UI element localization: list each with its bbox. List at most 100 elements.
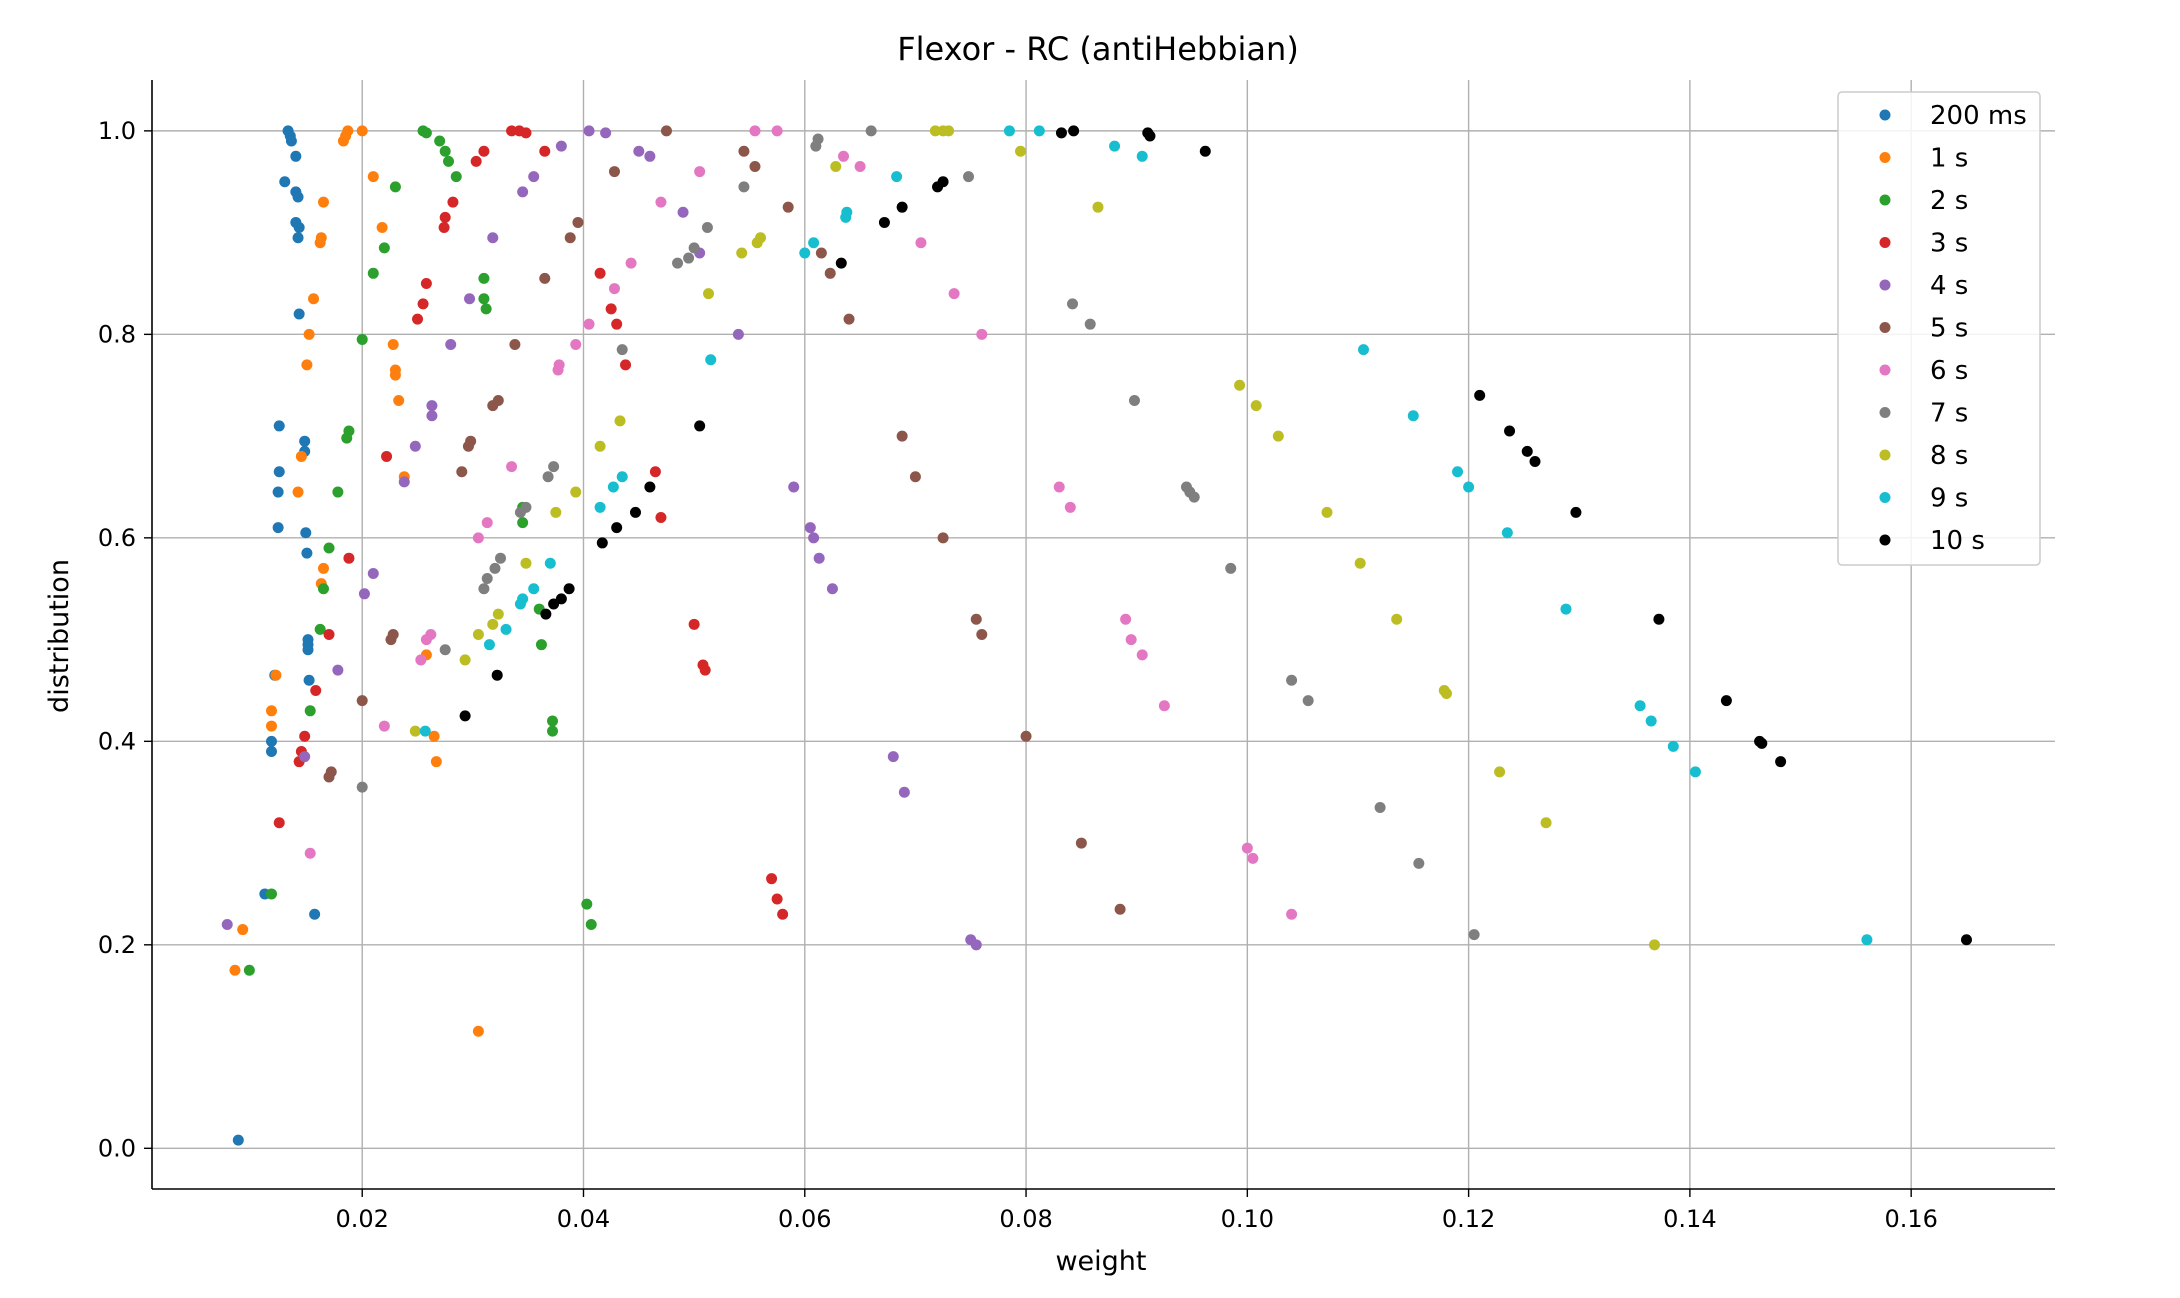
data-point <box>878 216 890 228</box>
data-point <box>1136 649 1148 661</box>
data-point <box>1321 506 1333 518</box>
data-point <box>1689 766 1701 778</box>
series-7 <box>356 125 1480 941</box>
data-point <box>317 562 329 574</box>
data-point <box>272 486 284 498</box>
data-point <box>517 517 529 529</box>
data-point <box>550 506 562 518</box>
data-point <box>611 318 623 330</box>
data-point <box>483 639 495 651</box>
data-point <box>273 466 285 478</box>
data-point <box>426 410 438 422</box>
data-point <box>976 629 988 640</box>
data-point <box>409 440 421 452</box>
legend-label: 8 s <box>1930 441 1968 471</box>
data-point <box>520 557 532 569</box>
data-point <box>487 232 499 244</box>
data-point <box>1084 318 1096 330</box>
data-point <box>506 125 518 137</box>
y-tick-label: 0.8 <box>98 320 136 348</box>
data-point <box>539 272 551 284</box>
data-point <box>439 145 451 157</box>
data-point <box>1440 688 1452 700</box>
data-point <box>1053 481 1065 493</box>
data-point <box>300 527 312 539</box>
data-point <box>1494 766 1506 778</box>
data-point <box>439 211 451 223</box>
data-point <box>594 267 606 279</box>
data-point <box>385 634 397 646</box>
data-point <box>1247 852 1259 864</box>
data-point <box>528 583 540 595</box>
data-point <box>491 669 503 681</box>
data-point <box>265 888 277 900</box>
data-point <box>1521 445 1533 457</box>
data-point <box>547 715 559 727</box>
data-point <box>509 339 521 351</box>
data-point <box>270 669 282 681</box>
data-point <box>1199 145 1211 157</box>
data-point <box>896 430 908 442</box>
legend-marker <box>1879 364 1891 376</box>
data-point <box>447 196 459 208</box>
data-point <box>1286 908 1298 920</box>
data-point <box>1302 695 1314 707</box>
data-point <box>1407 410 1419 422</box>
axes <box>151 80 2055 1190</box>
data-point <box>555 140 567 152</box>
data-point <box>279 176 291 188</box>
data-point <box>367 171 379 183</box>
legend-marker <box>1879 279 1891 291</box>
legend-label: 1 s <box>1930 144 1968 174</box>
data-point <box>777 908 789 920</box>
data-point <box>1667 740 1679 752</box>
data-point <box>317 583 329 595</box>
x-tick-label: 0.06 <box>778 1205 831 1233</box>
data-point <box>1463 481 1475 493</box>
data-point <box>314 623 326 635</box>
data-point <box>356 125 368 137</box>
data-point <box>1468 929 1480 941</box>
data-point <box>771 125 783 137</box>
data-point <box>644 150 656 162</box>
data-point <box>655 196 667 208</box>
data-point <box>302 644 314 656</box>
data-point <box>963 171 975 183</box>
data-point <box>481 573 493 585</box>
data-point <box>221 918 233 930</box>
data-point <box>583 318 595 330</box>
data-point <box>506 461 518 473</box>
data-point <box>292 486 304 498</box>
data-point <box>600 127 612 139</box>
data-point <box>356 695 368 707</box>
x-tick-label: 0.14 <box>1663 1205 1716 1233</box>
data-point <box>898 786 910 798</box>
data-point <box>1158 700 1170 712</box>
data-point <box>633 145 645 157</box>
legend-marker <box>1879 407 1891 418</box>
data-point <box>420 634 432 646</box>
data-point <box>751 237 763 249</box>
data-point <box>749 125 761 137</box>
data-point <box>1020 730 1032 742</box>
data-point <box>1286 674 1298 686</box>
data-point <box>1645 715 1657 727</box>
data-point <box>854 160 866 172</box>
x-ticks: 0.02 0.04 0.06 0.08 0.10 0.12 0.14 0.16 <box>335 1189 1938 1233</box>
data-point <box>703 288 715 300</box>
series-8 <box>409 125 1660 951</box>
legend-label: 3 s <box>1930 229 1968 259</box>
data-point <box>332 664 344 676</box>
data-point <box>1720 695 1732 707</box>
data-point <box>649 466 661 478</box>
data-point <box>301 359 313 371</box>
data-point <box>495 552 507 564</box>
data-point <box>616 344 628 356</box>
data-point <box>487 400 499 412</box>
data-point <box>540 608 552 620</box>
data-point <box>887 751 899 763</box>
data-point <box>1756 737 1768 749</box>
data-point <box>356 333 368 345</box>
data-point <box>389 181 401 193</box>
legend-marker <box>1879 109 1891 121</box>
